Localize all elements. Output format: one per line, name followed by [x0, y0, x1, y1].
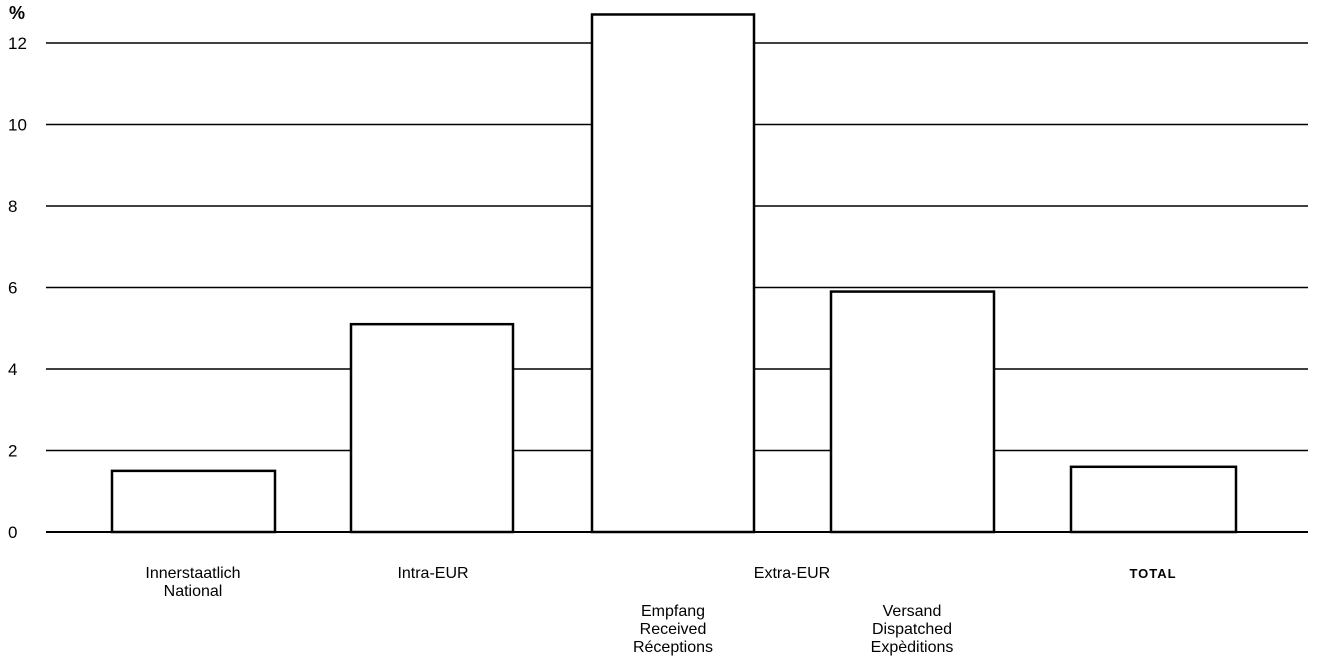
category-label-innerstaatlich-1: National: [164, 583, 223, 600]
bar-intra-eur: [349, 322, 515, 534]
sub-category-label-extra-eur-empfang-2: Réceptions: [633, 639, 713, 656]
sub-category-label-extra-eur-versand-0: Versand: [883, 603, 942, 620]
y-tick-label-8: 8: [8, 197, 17, 216]
bar-total: [1069, 465, 1238, 534]
category-label-intra-eur-0: Intra-EUR: [397, 565, 468, 582]
sub-category-label-extra-eur-empfang-0: Empfang: [641, 603, 705, 620]
bar-extra-eur-empfang: [590, 13, 756, 534]
y-tick-label-12: 12: [8, 34, 27, 53]
sub-category-label-extra-eur-empfang-1: Received: [640, 621, 707, 638]
bars-layer: [110, 13, 1238, 534]
category-label-innerstaatlich-0: Innerstaatlich: [145, 565, 240, 582]
sub-category-label-extra-eur-versand-2: Expèditions: [871, 639, 954, 656]
y-tick-label-2: 2: [8, 442, 17, 461]
y-unit-label: %: [9, 3, 25, 23]
sub-category-label-extra-eur-versand-1: Dispatched: [872, 621, 952, 638]
category-label-total-0: TOTAL: [1129, 566, 1176, 581]
y-tick-label-0: 0: [8, 523, 17, 542]
y-tick-label-6: 6: [8, 279, 17, 298]
bar-innerstaatlich: [110, 469, 277, 534]
category-label-extra-eur-0: Extra-EUR: [754, 565, 830, 582]
bar-extra-eur-versand: [829, 290, 996, 534]
y-tick-label-10: 10: [8, 116, 27, 135]
y-tick-label-4: 4: [8, 360, 17, 379]
y-axis-ticks: 0 2 4 6 8 10 12: [8, 34, 27, 542]
